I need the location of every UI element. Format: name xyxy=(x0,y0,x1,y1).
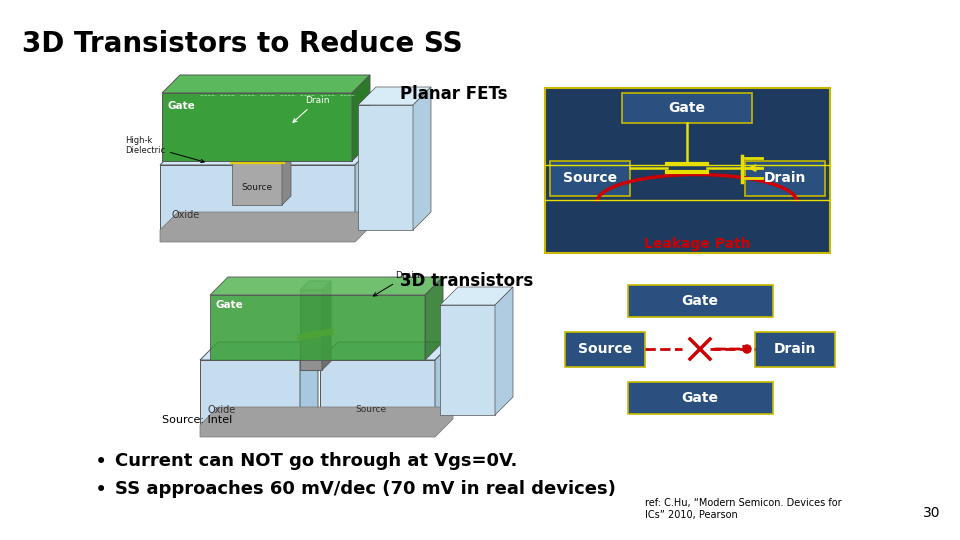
Polygon shape xyxy=(440,287,513,305)
Text: Source: Source xyxy=(355,406,386,415)
Polygon shape xyxy=(300,290,322,370)
Text: •: • xyxy=(95,480,108,500)
Polygon shape xyxy=(435,342,453,425)
Polygon shape xyxy=(210,295,425,360)
Polygon shape xyxy=(200,342,318,360)
Polygon shape xyxy=(282,151,291,205)
Text: Gate: Gate xyxy=(168,101,196,111)
Polygon shape xyxy=(200,360,300,425)
Text: ref: C.Hu, “Modern Semicon. Devices for
ICs” 2010, Pearson: ref: C.Hu, “Modern Semicon. Devices for … xyxy=(645,498,842,520)
Text: Source: Source xyxy=(563,171,617,185)
Text: Drain: Drain xyxy=(373,271,420,296)
Polygon shape xyxy=(495,287,513,415)
Polygon shape xyxy=(160,147,373,165)
Polygon shape xyxy=(425,277,443,360)
Polygon shape xyxy=(322,281,331,370)
Text: Drain: Drain xyxy=(293,96,329,123)
Text: Planar FETs: Planar FETs xyxy=(400,85,508,103)
Polygon shape xyxy=(320,360,435,425)
Text: Gate: Gate xyxy=(215,300,243,310)
Text: Drain: Drain xyxy=(774,342,816,356)
Text: Gate: Gate xyxy=(682,391,718,405)
FancyBboxPatch shape xyxy=(565,332,645,367)
Polygon shape xyxy=(298,329,333,340)
Polygon shape xyxy=(358,87,431,105)
Polygon shape xyxy=(232,151,291,160)
Text: •: • xyxy=(95,452,108,472)
FancyBboxPatch shape xyxy=(755,332,835,367)
Text: 3D transistors: 3D transistors xyxy=(400,272,533,290)
Circle shape xyxy=(743,345,751,353)
Text: Current can NOT go through at Vgs=0V.: Current can NOT go through at Vgs=0V. xyxy=(115,452,517,470)
Polygon shape xyxy=(160,212,373,242)
Polygon shape xyxy=(352,75,370,161)
Polygon shape xyxy=(162,75,370,93)
Text: Source: Source xyxy=(578,342,632,356)
Polygon shape xyxy=(160,165,355,230)
Text: Drain: Drain xyxy=(764,171,806,185)
Text: Gate: Gate xyxy=(668,101,706,115)
FancyBboxPatch shape xyxy=(550,161,630,196)
Polygon shape xyxy=(320,342,453,360)
Polygon shape xyxy=(440,305,495,415)
Polygon shape xyxy=(300,281,331,290)
Text: 30: 30 xyxy=(923,506,940,520)
Text: 3D Transistors to Reduce SS: 3D Transistors to Reduce SS xyxy=(22,30,463,58)
Text: Oxide: Oxide xyxy=(208,405,236,415)
FancyBboxPatch shape xyxy=(622,93,752,123)
Polygon shape xyxy=(355,147,373,230)
Text: Source: Intel: Source: Intel xyxy=(162,415,232,425)
Polygon shape xyxy=(210,277,443,295)
FancyBboxPatch shape xyxy=(628,382,773,414)
Polygon shape xyxy=(162,93,352,161)
FancyBboxPatch shape xyxy=(628,285,773,317)
FancyBboxPatch shape xyxy=(745,161,825,196)
Text: High-k
Dielectric: High-k Dielectric xyxy=(125,136,204,163)
Polygon shape xyxy=(200,407,453,437)
Polygon shape xyxy=(300,342,318,425)
FancyBboxPatch shape xyxy=(545,88,830,253)
Text: Gate: Gate xyxy=(682,294,718,308)
Text: Source: Source xyxy=(241,183,273,192)
Text: Oxide: Oxide xyxy=(172,210,201,220)
Polygon shape xyxy=(413,87,431,230)
Polygon shape xyxy=(232,160,282,205)
Text: SS approaches 60 mV/dec (70 mV in real devices): SS approaches 60 mV/dec (70 mV in real d… xyxy=(115,480,616,498)
Polygon shape xyxy=(358,105,413,230)
Text: Leakage Path: Leakage Path xyxy=(644,237,751,251)
